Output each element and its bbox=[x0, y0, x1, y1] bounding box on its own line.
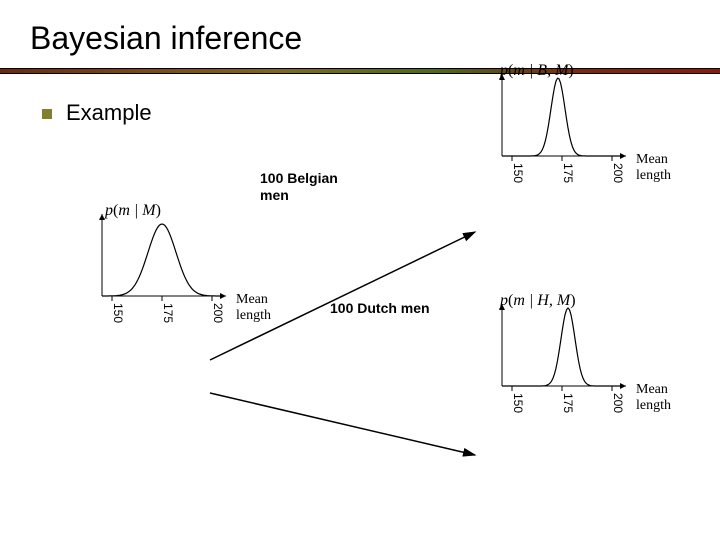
formula: p(m | B, M) bbox=[500, 62, 574, 80]
formula: p(m | M) bbox=[105, 202, 161, 220]
axis-label-mean-length: Mean length bbox=[636, 152, 688, 184]
arrow bbox=[210, 393, 475, 455]
arrows-layer bbox=[0, 0, 720, 540]
axis-label-mean-length: Mean length bbox=[236, 292, 288, 324]
axis-label-mean-length: Mean length bbox=[636, 382, 688, 414]
formula: p(m | H, M) bbox=[500, 292, 576, 310]
